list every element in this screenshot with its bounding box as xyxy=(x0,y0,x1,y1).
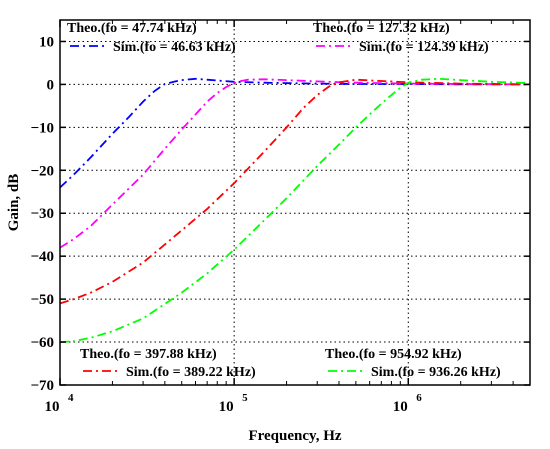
legend-theo-label: Theo.(fo = 954.92 kHz) xyxy=(325,347,462,362)
y-tick-label: −70 xyxy=(30,378,54,394)
y-tick-label: −20 xyxy=(30,163,54,179)
plot-frame xyxy=(59,19,531,386)
y-tick-label: 10 xyxy=(39,34,54,50)
y-tick-label: −50 xyxy=(30,292,54,308)
legend-sim-label: Sim.(fo = 389.22 kHz) xyxy=(126,365,256,380)
x-tick-exponent: 5 xyxy=(242,392,248,404)
y-axis-label: Gain, dB xyxy=(6,174,22,232)
legend-top-left: Theo.(fo = 47.74 kHz) Sim.(fo = 46.63 kHz… xyxy=(67,21,236,55)
legend-bottom-left: Theo.(fo = 397.88 kHz) Sim.(fo = 389.22 k… xyxy=(80,347,256,380)
legends: Theo.(fo = 47.74 kHz) Sim.(fo = 46.63 kHz… xyxy=(67,21,501,380)
x-tick-exponent: 6 xyxy=(416,392,422,404)
series-line-3 xyxy=(59,78,531,305)
series-line-4 xyxy=(59,77,531,343)
grid xyxy=(60,20,530,385)
legend-theo-label: Theo.(fo = 47.74 kHz) xyxy=(67,21,197,36)
series-lines xyxy=(59,77,531,343)
legend-sim-label: Sim.(fo = 46.63 kHz) xyxy=(113,40,236,55)
axis-ticks: −70 −60 −50 −40 −30 −20 −10 0 10 10 4 10 5 10 6 xyxy=(30,20,530,415)
x-tick-label: 10 xyxy=(219,399,234,415)
y-tick-label: −40 xyxy=(30,249,54,265)
y-tick-label: −60 xyxy=(30,335,54,351)
legend-theo-label: Theo.(fo = 397.88 kHz) xyxy=(80,347,217,362)
series-line-2 xyxy=(59,78,531,249)
legend-top-right: Theo.(fo = 127.32 kHz) Sim.(fo = 124.39 k… xyxy=(313,21,489,55)
x-tick-label: 10 xyxy=(45,399,60,415)
legend-sim-label: Sim.(fo = 936.26 kHz) xyxy=(371,365,501,380)
y-tick-label: 0 xyxy=(47,77,55,93)
x-axis-label: Frequency, Hz xyxy=(248,428,341,444)
y-tick-label: −30 xyxy=(30,206,54,222)
legend-bottom-right: Theo.(fo = 954.92 kHz) Sim.(fo = 936.26 k… xyxy=(325,347,501,380)
x-tick-label: 10 xyxy=(393,399,408,415)
legend-theo-label: Theo.(fo = 127.32 kHz) xyxy=(313,21,450,36)
series-line-1 xyxy=(59,77,530,189)
y-tick-label: −10 xyxy=(30,120,54,136)
legend-sim-label: Sim.(fo = 124.39 kHz) xyxy=(359,40,489,55)
x-tick-exponent: 4 xyxy=(68,392,74,404)
